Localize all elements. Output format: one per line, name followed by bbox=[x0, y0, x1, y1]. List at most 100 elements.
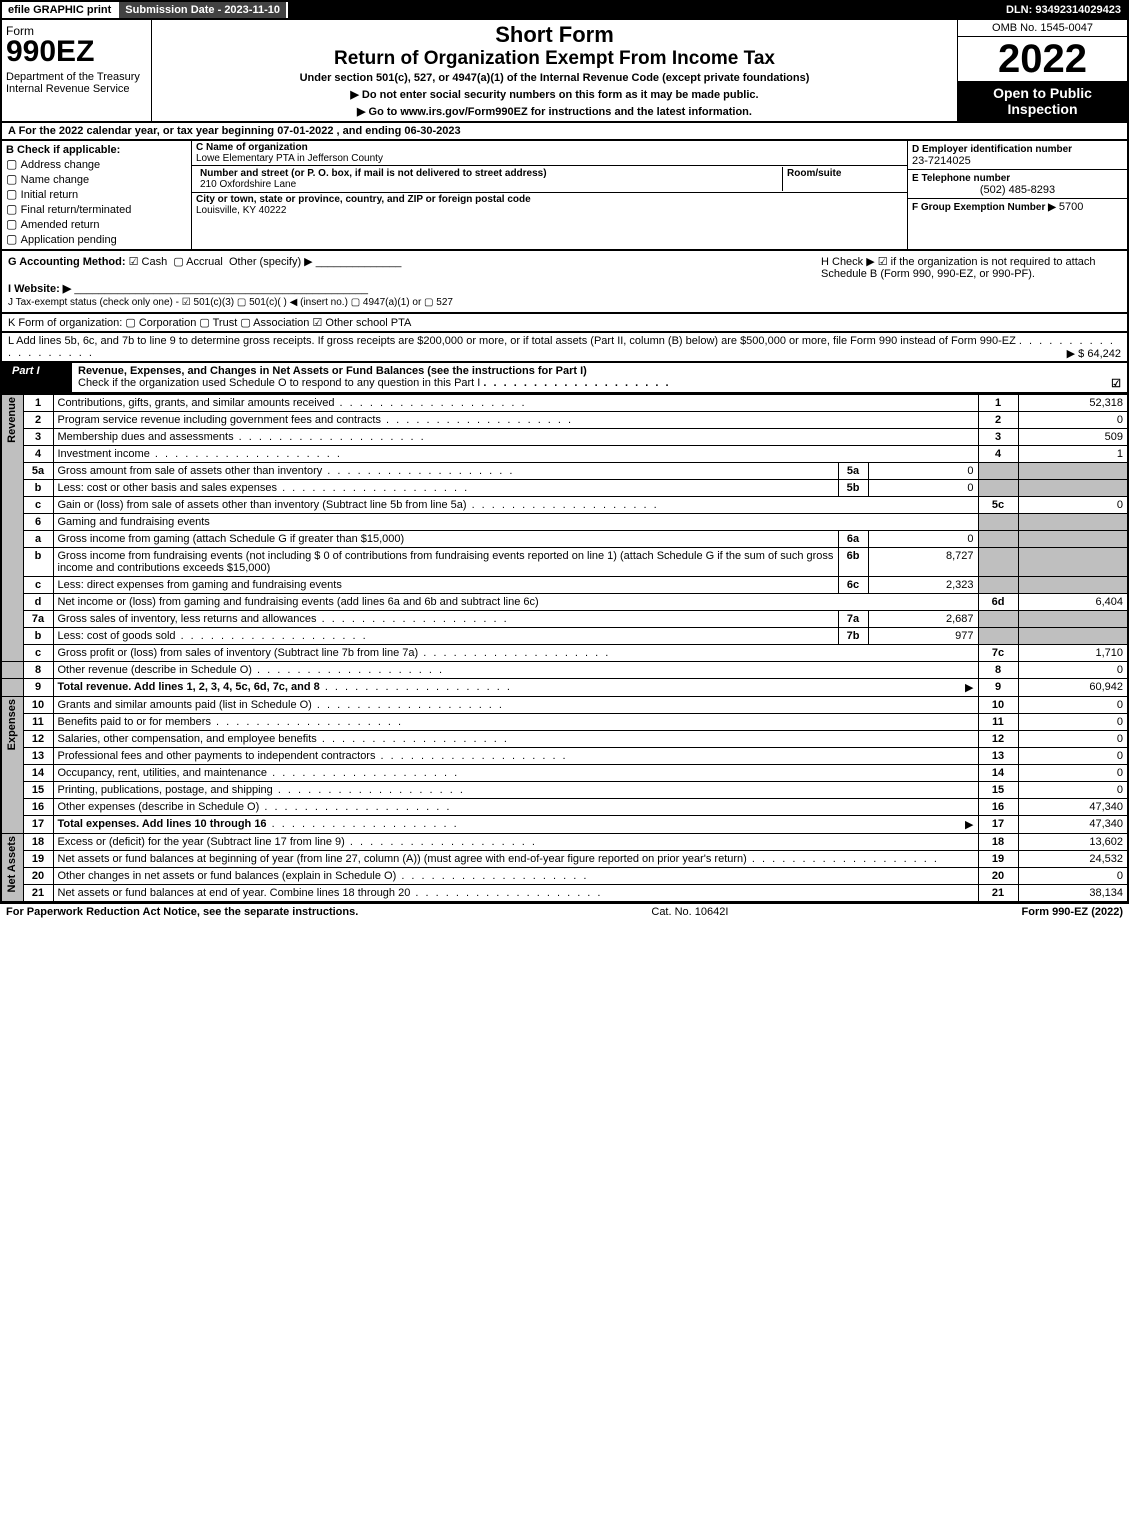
chk-final-return[interactable]: Final return/terminated bbox=[6, 202, 187, 216]
l7a-subval: 2,687 bbox=[868, 611, 978, 628]
l5a-num: 5a bbox=[23, 463, 53, 480]
form-number: 990EZ bbox=[6, 38, 147, 65]
l6d-num: d bbox=[23, 594, 53, 611]
l14-col: 14 bbox=[978, 765, 1018, 782]
grp-label: F Group Exemption Number ▶ bbox=[912, 202, 1056, 213]
l4-amt: 1 bbox=[1018, 446, 1128, 463]
l1-d: Contributions, gifts, grants, and simila… bbox=[58, 397, 335, 409]
l5c-amt: 0 bbox=[1018, 497, 1128, 514]
l9-num: 9 bbox=[23, 679, 53, 697]
l6c-sublno: 6c bbox=[838, 577, 868, 594]
l21-num: 21 bbox=[23, 885, 53, 903]
l15-amt: 0 bbox=[1018, 782, 1128, 799]
revenue-table: Revenue 1 Contributions, gifts, grants, … bbox=[0, 394, 1129, 903]
subtitle-3: ▶ Go to www.irs.gov/Form990EZ for instru… bbox=[158, 105, 951, 118]
l7c-col: 7c bbox=[978, 645, 1018, 662]
l6-num: 6 bbox=[23, 514, 53, 531]
l6d-desc: Net income or (loss) from gaming and fun… bbox=[53, 594, 978, 611]
l7a-grey bbox=[978, 611, 1018, 628]
col-D: D Employer identification number 23-7214… bbox=[907, 141, 1127, 249]
l20-num: 20 bbox=[23, 868, 53, 885]
chk-amended-return[interactable]: Amended return bbox=[6, 217, 187, 231]
l5c-d: Gain or (loss) from sale of assets other… bbox=[58, 499, 467, 511]
l13-desc: Professional fees and other payments to … bbox=[53, 748, 978, 765]
l8-col: 8 bbox=[978, 662, 1018, 679]
sidebar-exp-text: Expenses bbox=[6, 699, 18, 750]
chk-name-change[interactable]: Name change bbox=[6, 172, 187, 186]
l7b-sublno: 7b bbox=[838, 628, 868, 645]
l18-desc: Excess or (deficit) for the year (Subtra… bbox=[53, 834, 978, 851]
sidebar-revenue-text: Revenue bbox=[6, 397, 18, 443]
l7a-num: 7a bbox=[23, 611, 53, 628]
l6a-desc: Gross income from gaming (attach Schedul… bbox=[53, 531, 838, 548]
line-A: A For the 2022 calendar year, or tax yea… bbox=[0, 123, 1129, 141]
sidebar-net-text: Net Assets bbox=[6, 836, 18, 892]
l7a-desc: Gross sales of inventory, less returns a… bbox=[53, 611, 838, 628]
l5a-d: Gross amount from sale of assets other t… bbox=[58, 465, 323, 477]
footer-left: For Paperwork Reduction Act Notice, see … bbox=[6, 906, 358, 918]
chk-application-pending[interactable]: Application pending bbox=[6, 232, 187, 246]
l7b-num: b bbox=[23, 628, 53, 645]
l8-num: 8 bbox=[23, 662, 53, 679]
l9-d: Total revenue. Add lines 1, 2, 3, 4, 5c,… bbox=[58, 681, 320, 693]
l6a-grey bbox=[978, 531, 1018, 548]
l16-desc: Other expenses (describe in Schedule O) bbox=[53, 799, 978, 816]
l11-col: 11 bbox=[978, 714, 1018, 731]
l4-col: 4 bbox=[978, 446, 1018, 463]
arrow-icon bbox=[965, 818, 973, 831]
l10-amt: 0 bbox=[1018, 697, 1128, 714]
l5c-col: 5c bbox=[978, 497, 1018, 514]
efile-label[interactable]: efile GRAPHIC print bbox=[2, 2, 119, 18]
chk-accrual[interactable]: Accrual bbox=[173, 256, 223, 268]
l5b-d: Less: cost or other basis and sales expe… bbox=[58, 482, 278, 494]
l15-desc: Printing, publications, postage, and shi… bbox=[53, 782, 978, 799]
line-K: K Form of organization: ▢ Corporation ▢ … bbox=[0, 314, 1129, 333]
col-B: B Check if applicable: Address change Na… bbox=[2, 141, 192, 249]
other-specify: Other (specify) ▶ bbox=[229, 256, 313, 268]
l11-desc: Benefits paid to or for members bbox=[53, 714, 978, 731]
l12-col: 12 bbox=[978, 731, 1018, 748]
l5a-subval: 0 bbox=[868, 463, 978, 480]
l7b-grey bbox=[978, 628, 1018, 645]
city-label: City or town, state or province, country… bbox=[196, 194, 531, 205]
open-inspection: Open to Public Inspection bbox=[958, 81, 1127, 121]
chk-address-change[interactable]: Address change bbox=[6, 157, 187, 171]
line-H: H Check ▶ ☑ if the organization is not r… bbox=[821, 255, 1121, 280]
page-footer: For Paperwork Reduction Act Notice, see … bbox=[0, 903, 1129, 920]
l6b-sublno: 6b bbox=[838, 548, 868, 577]
l16-amt: 47,340 bbox=[1018, 799, 1128, 816]
l6a-subval: 0 bbox=[868, 531, 978, 548]
B-head: B Check if applicable: bbox=[6, 144, 187, 156]
l10-d: Grants and similar amounts paid (list in… bbox=[58, 699, 312, 711]
chk-cash[interactable]: Cash bbox=[129, 256, 168, 268]
l9-desc: Total revenue. Add lines 1, 2, 3, 4, 5c,… bbox=[53, 679, 978, 697]
header-right: OMB No. 1545-0047 2022 Open to Public In… bbox=[957, 20, 1127, 121]
line-A-text: A For the 2022 calendar year, or tax yea… bbox=[8, 125, 461, 137]
l7a-d: Gross sales of inventory, less returns a… bbox=[58, 613, 317, 625]
addr-label: Number and street (or P. O. box, if mail… bbox=[200, 168, 547, 179]
org-name: Lowe Elementary PTA in Jefferson County bbox=[196, 153, 383, 164]
l4-desc: Investment income bbox=[53, 446, 978, 463]
omb-number: OMB No. 1545-0047 bbox=[958, 20, 1127, 37]
l6a-num: a bbox=[23, 531, 53, 548]
l12-d: Salaries, other compensation, and employ… bbox=[58, 733, 317, 745]
l5b-grey bbox=[978, 480, 1018, 497]
l13-num: 13 bbox=[23, 748, 53, 765]
tax-year: 2022 bbox=[958, 37, 1127, 81]
l19-amt: 24,532 bbox=[1018, 851, 1128, 868]
part-1-sub: Check if the organization used Schedule … bbox=[78, 377, 480, 389]
B-head-text: B Check if applicable: bbox=[6, 144, 120, 156]
chk-initial-return[interactable]: Initial return bbox=[6, 187, 187, 201]
l5a-grey bbox=[978, 463, 1018, 480]
l5b-subval: 0 bbox=[868, 480, 978, 497]
tel-box: E Telephone number (502) 485-8293 bbox=[908, 170, 1127, 199]
l17-num: 17 bbox=[23, 816, 53, 834]
l15-col: 15 bbox=[978, 782, 1018, 799]
ein-box: D Employer identification number 23-7214… bbox=[908, 141, 1127, 170]
l7a-greya bbox=[1018, 611, 1128, 628]
l19-num: 19 bbox=[23, 851, 53, 868]
l11-d: Benefits paid to or for members bbox=[58, 716, 211, 728]
l14-num: 14 bbox=[23, 765, 53, 782]
l5b-desc: Less: cost or other basis and sales expe… bbox=[53, 480, 838, 497]
org-name-box: C Name of organization Lowe Elementary P… bbox=[192, 141, 907, 166]
